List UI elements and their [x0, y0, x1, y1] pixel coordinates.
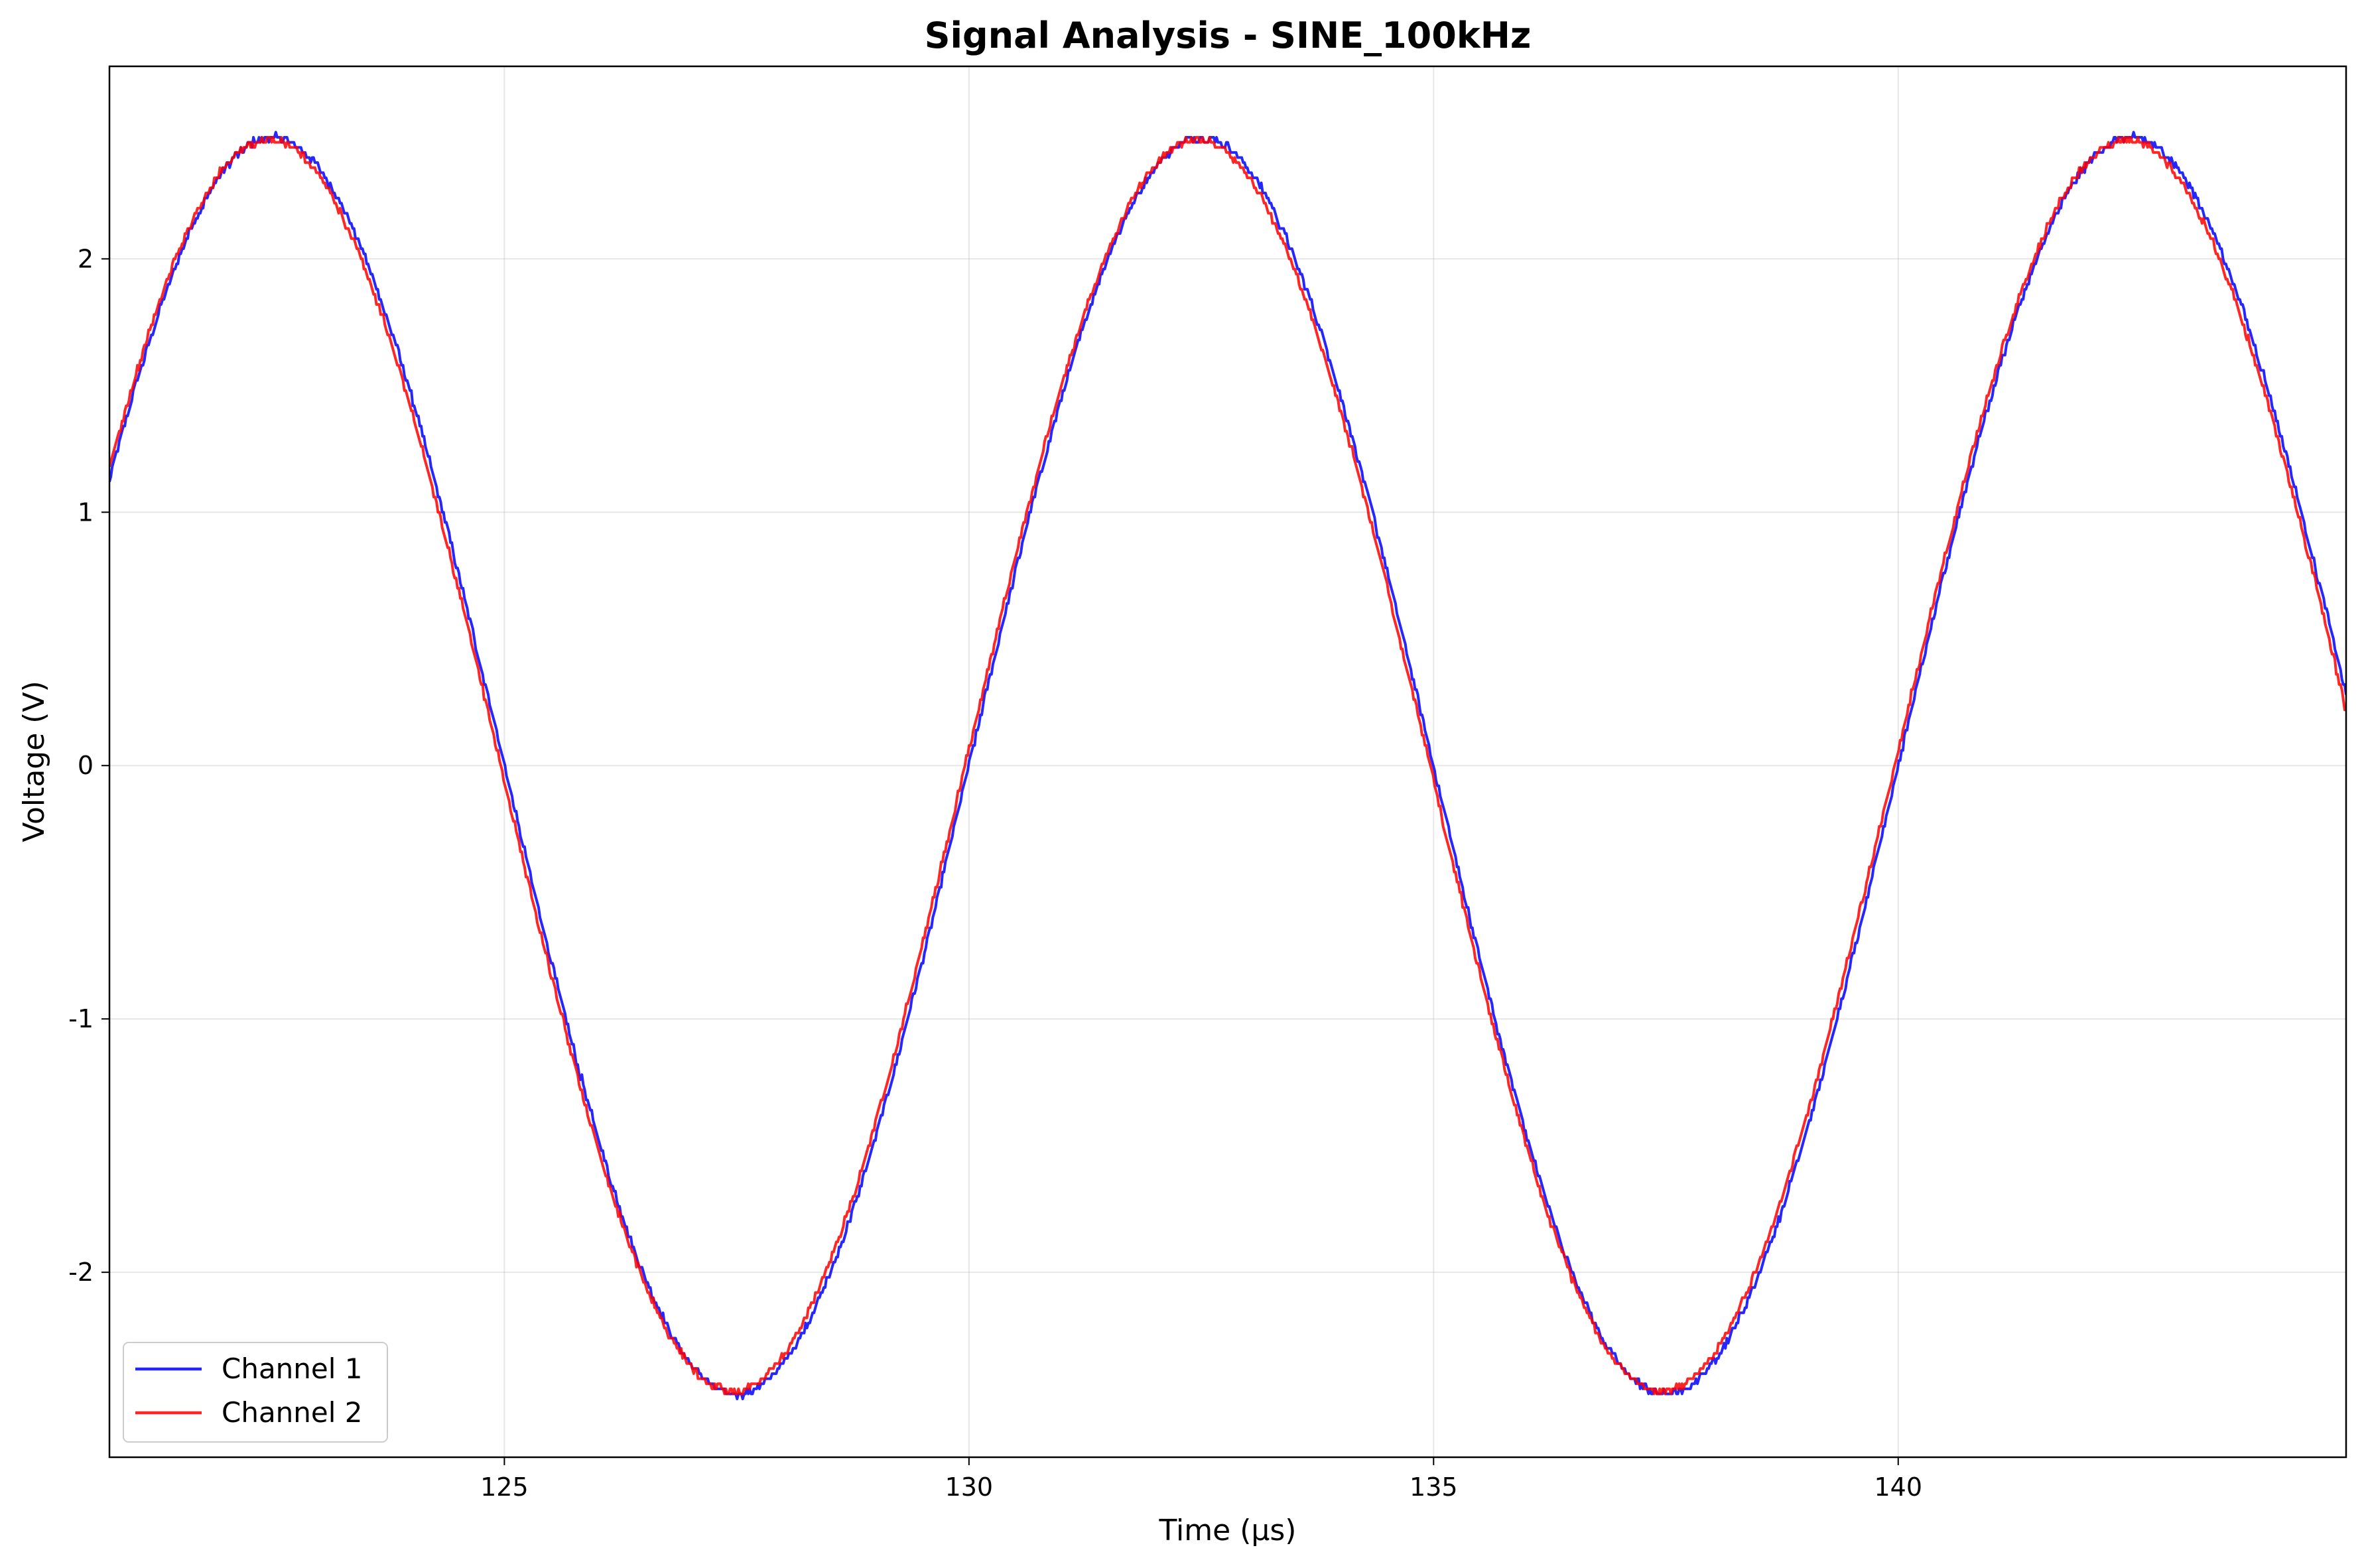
y-tick-label: 2 — [78, 244, 94, 273]
y-tick-label: 0 — [78, 751, 94, 780]
legend-label-channel-1: Channel 1 — [222, 1352, 363, 1385]
plot-area-frame — [108, 65, 2347, 1459]
legend-label-channel-2: Channel 2 — [222, 1396, 363, 1429]
legend-box — [123, 1342, 388, 1443]
series-layer — [109, 131, 2346, 1401]
y-tick-label: -2 — [68, 1258, 94, 1287]
x-tick-label: 130 — [945, 1472, 994, 1502]
y-tick-label: 1 — [78, 497, 94, 527]
y-axis-label: Voltage (V) — [17, 681, 51, 842]
chart-title: Signal Analysis - SINE_100kHz — [925, 15, 1532, 56]
x-tick-label: 125 — [480, 1472, 529, 1502]
tick-layer: 125 130 135 140 -2 -1 0 1 2 — [68, 244, 1922, 1502]
series-line-channel-1 — [109, 131, 2346, 1401]
legend: Channel 1 Channel 2 — [123, 1342, 388, 1443]
series-line-channel-2 — [109, 136, 2346, 1396]
x-axis-label: Time (µs) — [1159, 1514, 1297, 1547]
x-tick-label: 135 — [1410, 1472, 1458, 1502]
x-tick-label: 140 — [1874, 1472, 1922, 1502]
y-tick-label: -1 — [68, 1004, 94, 1033]
